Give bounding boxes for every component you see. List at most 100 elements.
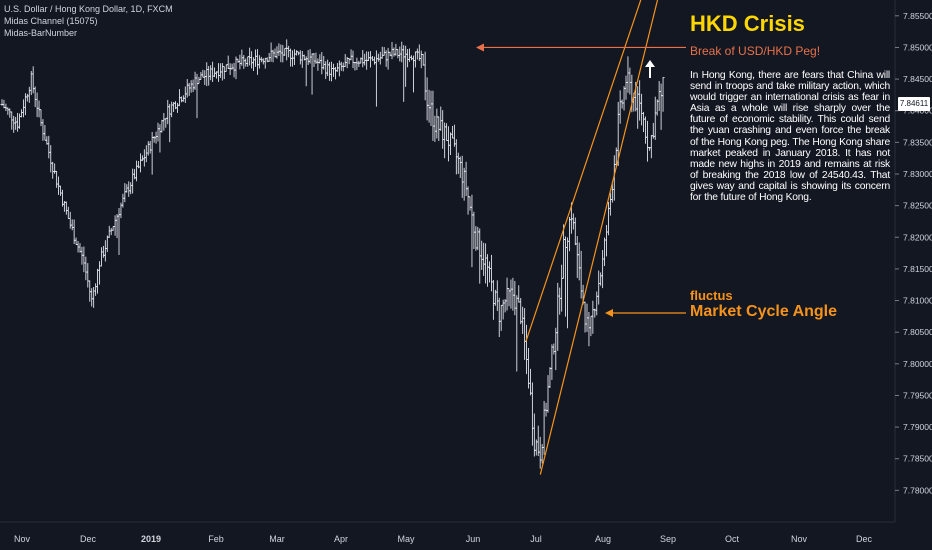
- chart-title: HKD Crisis: [690, 11, 805, 36]
- ohlc-bar: [458, 156, 462, 178]
- ohlc-bar: [68, 211, 72, 229]
- ohlc-bar: [156, 122, 160, 142]
- ohlc-bar: [361, 49, 365, 68]
- ohlc-bar: [212, 67, 217, 78]
- ohlc-bar: [355, 57, 359, 70]
- ohlc-bar: [115, 214, 119, 239]
- ohlc-bar: [419, 50, 423, 69]
- ohlc-bar: [628, 67, 632, 95]
- ohlc-bar: [523, 308, 527, 360]
- ohlc-bar: [84, 256, 88, 281]
- ohlc-bar: [253, 49, 258, 67]
- price-tick-label: 7.79000: [903, 422, 932, 432]
- ohlc-bar: [179, 96, 183, 103]
- ohlc-bar: [263, 57, 267, 69]
- symbol-label: U.S. Dollar / Hong Kong Dollar, 1D, FXCM: [4, 4, 173, 14]
- ohlc-bar: [587, 311, 591, 347]
- ohlc-bar: [554, 327, 558, 371]
- ohlc-bar: [519, 297, 523, 325]
- ohlc-bar: [12, 115, 16, 133]
- ohlc-bar: [480, 240, 484, 270]
- ohlc-bar: [380, 46, 384, 59]
- ohlc-bar: [626, 56, 630, 93]
- ohlc-bar: [552, 343, 556, 355]
- ohlc-bar: [565, 237, 570, 329]
- time-tick-label: Jun: [466, 534, 481, 544]
- time-tick-label: Nov: [14, 534, 31, 544]
- ohlc-bar: [43, 125, 47, 141]
- ohlc-bar: [487, 261, 492, 283]
- ohlc-bar: [144, 145, 148, 163]
- ohlc-bar: [448, 132, 453, 155]
- ohlc-bar: [292, 49, 297, 66]
- ohlc-bar: [400, 41, 404, 63]
- ohlc-bar: [55, 170, 59, 188]
- ohlc-bar: [140, 155, 144, 162]
- ohlc-bar: [558, 287, 562, 315]
- ohlc-bar: [35, 92, 39, 118]
- ohlc-bar: [94, 283, 98, 296]
- ohlc-bar: [220, 62, 224, 81]
- ohlc-bar: [51, 161, 55, 179]
- ohlc-bar: [298, 50, 302, 65]
- ohlc-bar: [257, 55, 261, 69]
- ohlc-bar: [99, 247, 104, 267]
- ohlc-bar: [413, 51, 417, 68]
- annotation-arrows: [476, 43, 686, 317]
- midas-channel-lower-line: [539, 0, 659, 475]
- brand-label: fluctus: [690, 288, 733, 303]
- ohlc-bar: [396, 48, 400, 59]
- ohlc-bar: [166, 99, 170, 125]
- ohlc-bar: [382, 47, 386, 56]
- ohlc-bar: [526, 347, 531, 389]
- ohlc-bar: [4, 103, 8, 112]
- chart-legend: U.S. Dollar / Hong Kong Dollar, 1D, FXCM…: [4, 3, 173, 39]
- peg-break-label: Break of USD/HKD Peg!: [690, 44, 821, 58]
- ohlc-bar: [528, 368, 533, 396]
- ohlc-bar: [390, 42, 394, 60]
- angle-arrowhead: [605, 309, 613, 317]
- ohlc-bar: [16, 112, 20, 132]
- ohlc-bar: [236, 58, 240, 63]
- ohlc-bar: [255, 49, 260, 75]
- ohlc-bar: [589, 315, 593, 337]
- ohlc-bar: [17, 113, 22, 129]
- ohlc-bar: [653, 96, 657, 140]
- ohlc-bar: [103, 240, 107, 262]
- ohlc-bar: [407, 48, 412, 62]
- ohlc-bar: [283, 47, 287, 56]
- ohlc-bar: [495, 280, 499, 311]
- ohlc-bar: [367, 51, 371, 61]
- price-tick-label: 7.83000: [903, 169, 932, 179]
- price-tick-label: 7.80000: [903, 359, 932, 369]
- ohlc-bar: [326, 59, 330, 77]
- price-tick-label: 7.84500: [903, 74, 932, 84]
- ohlc-bar: [281, 44, 285, 63]
- ohlc-bar: [499, 304, 503, 331]
- ohlc-bar: [127, 181, 131, 197]
- ohlc-bar: [230, 63, 234, 70]
- ohlc-bar: [226, 55, 230, 70]
- ohlc-bar: [95, 268, 100, 294]
- ohlc-bar: [21, 99, 26, 118]
- time-tick-label: May: [397, 534, 415, 544]
- price-tick-label: 7.79500: [903, 390, 932, 400]
- ohlc-bar: [433, 115, 437, 142]
- ohlc-bar: [329, 61, 334, 82]
- ohlc-bar: [511, 277, 515, 311]
- ohlc-bar: [187, 82, 191, 96]
- ohlc-bar: [636, 86, 640, 129]
- ohlc-bar: [406, 48, 410, 68]
- time-tick-label: Dec: [80, 534, 97, 544]
- ohlc-bar: [521, 306, 525, 335]
- ohlc-bar: [138, 153, 143, 173]
- ohlc-bar: [435, 108, 439, 139]
- ohlc-bar: [27, 86, 31, 103]
- ohlc-bar: [472, 211, 476, 250]
- ohlc-bar: [175, 102, 180, 113]
- ohlc-bar: [542, 400, 546, 455]
- price-tick-label: 7.81000: [903, 296, 932, 306]
- ohlc-bar: [277, 43, 281, 56]
- ohlc-bar: [573, 217, 577, 246]
